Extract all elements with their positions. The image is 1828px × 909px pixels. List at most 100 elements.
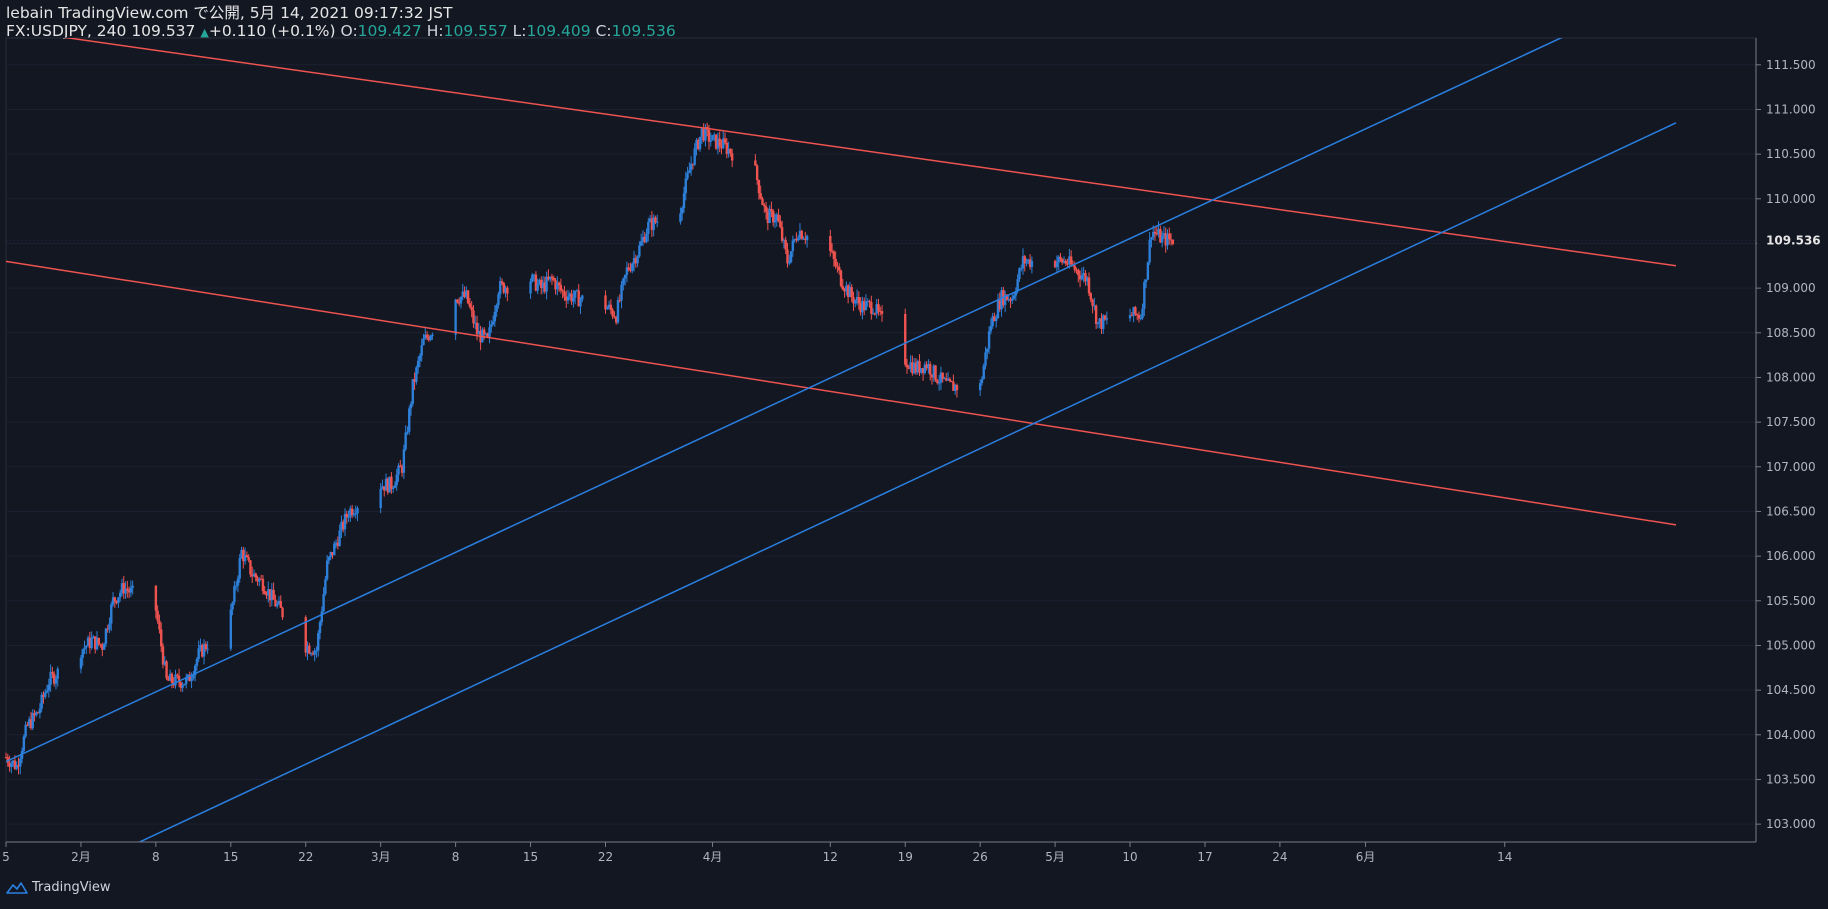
candle-body [1093, 305, 1096, 307]
candle-body [202, 644, 206, 657]
candle-body [493, 311, 497, 322]
candle-body [1077, 269, 1080, 276]
candle-body [700, 128, 704, 137]
candle-body [622, 278, 625, 285]
candle-body [638, 245, 641, 257]
candle-body [427, 337, 431, 340]
candle-body [1068, 256, 1071, 265]
candle-body [984, 352, 987, 366]
candle-body [777, 214, 780, 222]
candle-body [652, 217, 655, 231]
y-tick-label: 111.000 [1766, 102, 1816, 116]
candle-body [989, 326, 993, 332]
candle-body [47, 684, 51, 691]
candle-body [927, 364, 930, 369]
candle-body [606, 307, 609, 310]
candle-body [131, 585, 134, 588]
candle-body [707, 129, 711, 142]
candle-body [934, 365, 937, 381]
candle-body [841, 286, 844, 290]
candle-body [775, 214, 778, 221]
candle-body [459, 296, 463, 304]
axes: 103.000 103.500 104.000 104.500 105.000 105.5… [2, 38, 1821, 864]
candle-body [263, 590, 266, 594]
candle-body [424, 334, 427, 339]
last-price-label: 109.536 [1766, 233, 1821, 247]
candle-body [1007, 299, 1010, 301]
candle-body [711, 135, 714, 141]
candle-body [311, 653, 315, 655]
candle-body [31, 712, 34, 729]
candle-body [117, 597, 120, 604]
trend-lines[interactable] [6, 0, 1677, 905]
candle-body [702, 128, 705, 141]
candle-body [470, 306, 473, 311]
candle-body [1150, 237, 1153, 240]
candle-body [936, 380, 939, 384]
y-tick-label: 107.500 [1766, 415, 1816, 429]
candle-body [713, 134, 716, 136]
candle-body [529, 281, 532, 294]
x-tick-label: 10 [1122, 850, 1137, 864]
y-tick-label: 110.000 [1766, 192, 1816, 206]
candle-body [1080, 275, 1084, 280]
candle-body [611, 309, 614, 317]
brand-label: TradingView [32, 880, 111, 895]
candle-body [845, 285, 848, 292]
candle-body [42, 694, 45, 697]
tradingview-logo-icon [6, 881, 28, 894]
candle-body [718, 138, 721, 147]
candle-body [720, 146, 723, 149]
candle-body [688, 170, 691, 174]
candle-body [786, 249, 789, 264]
candle-body [158, 620, 161, 630]
candle-body [199, 644, 202, 649]
candle-body [725, 142, 729, 154]
publish-info: lebain TradingView.com で公開, 5月 14, 2021 … [6, 4, 453, 22]
candle-body [24, 724, 27, 737]
candle-body [846, 285, 850, 298]
candle-body [572, 297, 575, 302]
candle-body [866, 301, 869, 303]
candle-body [550, 276, 554, 278]
candle-body [1091, 299, 1094, 306]
candle-body [764, 206, 768, 212]
candle-body [755, 165, 759, 181]
candle-body [862, 301, 866, 311]
y-tick-label: 111.500 [1766, 58, 1816, 72]
candle-body [110, 604, 113, 624]
candle-body [848, 287, 852, 298]
candle-body [456, 299, 459, 303]
candle-body [8, 762, 11, 767]
candle-body [581, 295, 584, 300]
candle-body [383, 486, 386, 491]
trend-line [6, 38, 1563, 763]
candle-body [639, 241, 643, 246]
candle-body [45, 690, 49, 693]
candle-body [623, 274, 627, 279]
candle-body [650, 218, 654, 231]
candle-body [925, 364, 928, 369]
candle-body [1003, 294, 1007, 306]
candle-body [268, 589, 272, 601]
chart-header: lebain TradingView.com で公開, 5月 14, 2021 … [6, 4, 676, 42]
candle-body [118, 592, 122, 598]
candle-body [575, 290, 579, 292]
candle-body [779, 221, 782, 228]
candle-body [689, 163, 693, 171]
y-tick-label: 106.500 [1766, 504, 1816, 518]
candle-body [231, 602, 234, 610]
candle-body [86, 637, 90, 646]
candle-body [945, 378, 948, 381]
candle-body [570, 293, 573, 302]
close-value: 109.536 [611, 22, 676, 40]
candle-body [122, 583, 125, 594]
candle-body [563, 291, 566, 297]
candle-body [474, 322, 477, 324]
candle-body [461, 291, 464, 297]
candle-body [468, 303, 472, 307]
candle-body [402, 449, 406, 473]
candle-body [317, 633, 320, 651]
x-tick-label: 12 [823, 850, 838, 864]
